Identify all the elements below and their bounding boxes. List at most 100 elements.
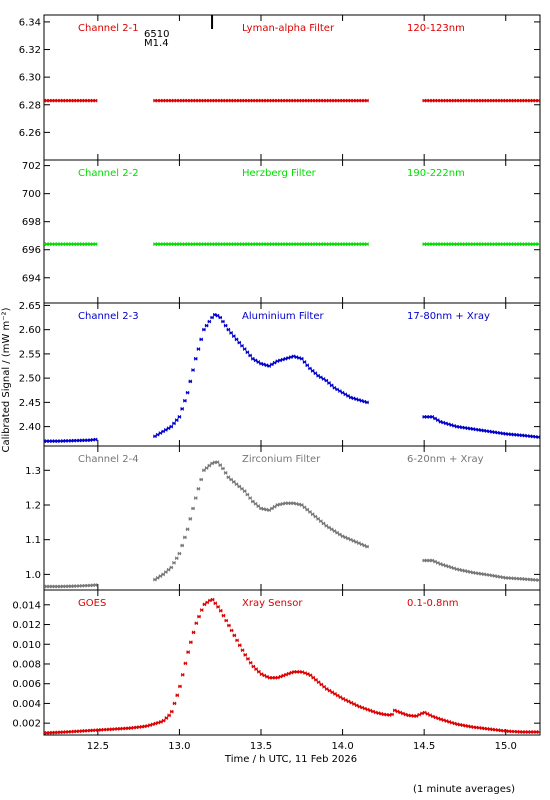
data-point — [183, 398, 187, 403]
y-tick-label: 696 — [22, 245, 41, 256]
y-tick-label: 698 — [22, 217, 41, 228]
data-point — [193, 496, 198, 500]
data-point — [267, 364, 272, 368]
data-point — [338, 695, 343, 700]
x-tick-label: 14.0 — [331, 741, 353, 752]
data-point — [335, 387, 339, 392]
data-point — [329, 383, 334, 388]
y-tick-label: 6.26 — [19, 128, 41, 139]
y-tick-label: 1.2 — [25, 500, 41, 511]
y-tick-label: 700 — [22, 189, 41, 200]
data-point — [267, 508, 272, 513]
data-point — [204, 466, 209, 470]
data-point — [324, 523, 329, 528]
data-point — [196, 486, 201, 491]
data-point — [232, 633, 237, 638]
series-channel-2-3 — [44, 312, 540, 444]
data-point — [314, 678, 318, 682]
footnote: (1 minute averages) — [413, 784, 515, 795]
data-point — [204, 323, 209, 328]
panel-frame — [43, 159, 541, 304]
data-point — [433, 416, 437, 421]
data-point — [343, 392, 348, 397]
data-point — [177, 551, 182, 556]
x-tick-label: 13.0 — [168, 741, 190, 752]
data-point — [536, 98, 540, 103]
panel-title-left: Channel 2-1 — [78, 23, 139, 34]
data-point — [161, 718, 166, 723]
data-point — [199, 477, 204, 482]
data-point — [536, 435, 540, 439]
data-point — [310, 369, 315, 373]
data-point — [365, 98, 369, 103]
y-tick-label: 0.014 — [12, 600, 41, 611]
data-point — [536, 578, 540, 583]
data-point — [308, 673, 313, 678]
data-point — [270, 506, 274, 511]
data-point — [318, 375, 323, 380]
data-point — [213, 601, 218, 606]
data-point — [172, 421, 176, 426]
data-point — [155, 432, 160, 437]
data-point — [186, 650, 190, 654]
data-point — [321, 377, 326, 381]
panel-title-left: Channel 2-2 — [78, 168, 139, 179]
data-point — [327, 381, 331, 385]
data-point — [175, 693, 180, 698]
data-point — [223, 471, 228, 475]
x-tick-label: 15.0 — [495, 741, 517, 752]
panel-channel-2-3: 2.40 2.45 2.50 2.55 2.60 2.65 Channel 2-3 Alumi… — [19, 301, 541, 447]
data-point — [202, 602, 207, 607]
data-point — [245, 492, 250, 497]
x-axis-ticks: 12.5 13.0 13.5 14.0 14.5 15.0 — [87, 741, 517, 752]
data-point — [321, 521, 326, 526]
data-point — [215, 313, 220, 318]
data-point — [338, 532, 342, 537]
data-point — [180, 543, 184, 548]
y-tick-label: 6.34 — [19, 17, 41, 28]
data-point — [218, 463, 223, 467]
data-point — [251, 664, 256, 669]
data-point — [248, 660, 253, 665]
data-point — [199, 337, 204, 342]
data-point — [166, 567, 171, 572]
panel-frame — [43, 302, 541, 447]
data-point — [365, 400, 369, 405]
data-point — [191, 630, 196, 635]
data-point — [215, 460, 220, 465]
data-point — [93, 98, 98, 103]
data-point — [226, 475, 231, 480]
data-point — [180, 672, 185, 677]
data-point — [169, 709, 174, 714]
panel-title-left: Channel 2-3 — [78, 311, 139, 322]
y-tick-label: 2.65 — [19, 301, 41, 312]
data-point — [210, 597, 215, 602]
data-point — [202, 327, 206, 332]
data-point — [161, 429, 165, 434]
data-point — [327, 688, 332, 693]
data-point — [216, 604, 220, 609]
data-point — [167, 713, 171, 718]
panel-title-center: Xray Sensor — [242, 598, 303, 609]
data-point — [316, 517, 320, 521]
data-point — [229, 628, 234, 633]
data-point — [177, 415, 182, 419]
panel-channel-2-4: 1.0 1.1 1.2 1.3 Channel 2-4 Zirconium Filter 6… — [25, 445, 541, 591]
data-point — [243, 653, 248, 657]
data-point — [234, 337, 239, 342]
data-point — [246, 656, 250, 661]
panel-title-left: Channel 2-4 — [78, 454, 139, 465]
data-point — [316, 680, 321, 685]
data-point — [256, 360, 261, 364]
data-point — [196, 347, 201, 351]
y-tick-label: 6.32 — [19, 45, 41, 56]
flare-marker-label: M1.4 — [144, 38, 169, 49]
data-point — [229, 331, 233, 335]
data-point — [202, 468, 206, 473]
data-point — [313, 514, 318, 519]
data-point — [430, 415, 435, 419]
data-point — [155, 576, 160, 580]
data-point — [229, 477, 233, 482]
panel-title-right: 120-123nm — [407, 23, 465, 34]
data-point — [163, 570, 168, 574]
